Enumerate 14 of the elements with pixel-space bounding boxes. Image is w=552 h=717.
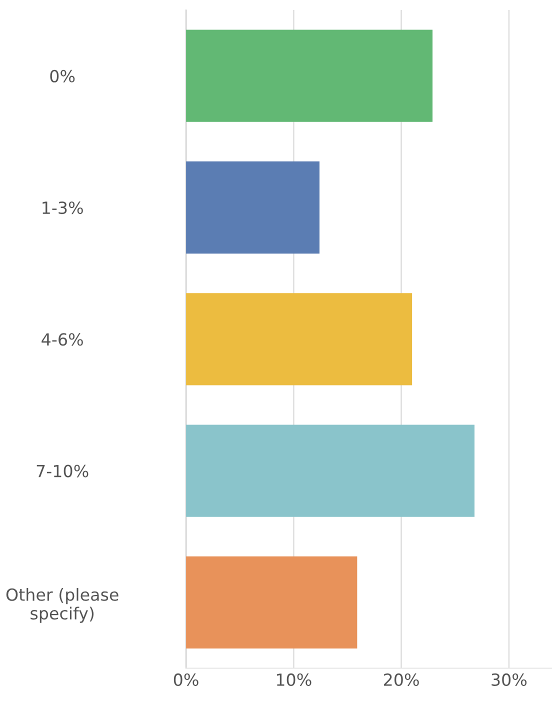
- bar: [186, 161, 320, 254]
- bar: [186, 293, 412, 386]
- y-tick-label: 4-6%: [42, 333, 83, 346]
- y-tick-label: 7-10%: [36, 464, 88, 478]
- y-tick-label: 1-3%: [42, 201, 83, 214]
- x-tick-label: 30%: [492, 673, 527, 686]
- x-tick-label: 10%: [276, 673, 312, 686]
- bar: [186, 556, 358, 648]
- bar: [186, 424, 474, 517]
- x-tick-label: 20%: [384, 673, 419, 686]
- y-tick-label: Other (please specify): [6, 588, 118, 623]
- x-tick-label: 0%: [174, 673, 198, 686]
- bar: [186, 30, 433, 122]
- y-tick-label: 0%: [50, 70, 75, 82]
